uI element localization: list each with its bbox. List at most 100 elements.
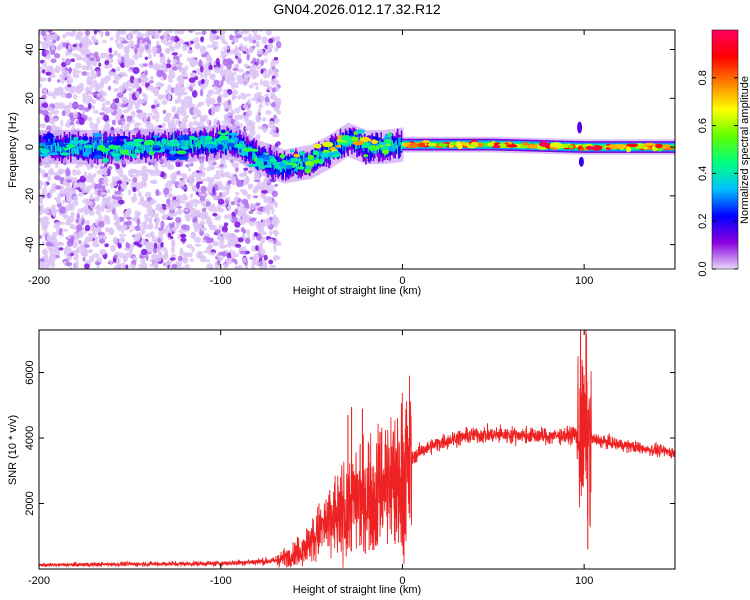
spectrogram-peak [363, 154, 369, 158]
spectrogram-noise [69, 224, 76, 229]
spectrogram-noise [171, 116, 175, 123]
spectrogram-noise [110, 71, 116, 76]
spectrogram-noise [260, 59, 264, 67]
spectrogram-peak [351, 136, 359, 142]
spectrogram-noise [90, 104, 96, 110]
spectrogram-noise [257, 207, 264, 212]
spectrogram-noise [137, 112, 142, 117]
spectrogram-noise [90, 69, 96, 77]
spectrogram-noise [57, 242, 65, 246]
spectrogram-noise [182, 256, 189, 264]
spectrogram-peak [312, 150, 319, 156]
spectrogram-peak [119, 149, 130, 156]
spectrogram-peak [83, 144, 93, 149]
spectrogram-noise [247, 183, 253, 190]
spectrogram-noise [239, 189, 247, 193]
spectrogram-noise [248, 46, 254, 53]
spectrogram-noise [268, 259, 274, 265]
spectrogram-noise [65, 204, 72, 212]
spectrogram-noise [92, 231, 98, 236]
spectrogram-noise [72, 111, 79, 119]
spectrogram-noise [209, 265, 214, 269]
spectrogram-noise [173, 212, 176, 217]
spectrogram-noise [135, 225, 141, 232]
spectrogram-noise [213, 173, 221, 180]
spectrogram-peak [242, 147, 254, 152]
spectrogram-peak [115, 135, 121, 141]
spectrogram-noise [84, 65, 90, 71]
spectrogram-noise [171, 263, 178, 269]
spectrogram-noise [132, 174, 139, 178]
spectrogram-noise [76, 169, 81, 176]
spectrogram-noise [134, 47, 138, 55]
spectrogram-noise [125, 87, 132, 92]
spectrogram-noise [39, 192, 42, 197]
spectrogram-noise [223, 222, 229, 227]
spectrogram-noise [193, 204, 198, 208]
spectrogram-noise [95, 209, 101, 215]
spectrogram-noise [221, 54, 226, 59]
spectrogram-noise [125, 252, 132, 258]
spectrogram-noise [268, 38, 274, 44]
spectrogram-noise [168, 187, 172, 192]
spectrogram-noise [66, 215, 70, 222]
spectrogram-noise [196, 121, 201, 129]
spectrogram-noise [249, 217, 257, 222]
spectrogram-noise [176, 208, 183, 215]
spectrogram-noise [242, 257, 247, 264]
spectrogram-noise [39, 77, 47, 82]
spectrogram-peak [153, 135, 160, 138]
spectrogram-noise [147, 112, 153, 116]
spectrogram-peak [106, 136, 115, 142]
spectrogram-noise [53, 102, 61, 110]
spectrogram-noise [253, 253, 260, 261]
spectrogram-noise [189, 193, 193, 199]
spectrogram-noise [76, 224, 83, 232]
spectrogram-peak [115, 156, 120, 162]
spectrogram-noise [265, 199, 272, 203]
spectrogram-noise [165, 225, 170, 229]
spectrogram-noise [161, 99, 168, 105]
spectrogram-noise [194, 31, 202, 36]
spectrogram-noise [74, 253, 80, 259]
spectrogram-peak [220, 140, 229, 144]
spectrogram-noise [274, 68, 279, 76]
spectrogram-noise [117, 58, 122, 63]
spectrogram-noise [219, 64, 224, 71]
spectrogram-noise [121, 40, 128, 44]
spectrogram-peak [226, 142, 235, 147]
spectrogram-noise [116, 92, 124, 99]
spectrogram-noise [111, 176, 115, 184]
spectrogram-noise [142, 176, 147, 181]
spectrogram-noise [246, 53, 250, 61]
spectrogram-noise [145, 233, 152, 238]
spectrogram-peak [279, 154, 286, 159]
spectrogram-noise [80, 250, 87, 256]
spectrogram-noise [243, 167, 249, 171]
spectrogram-noise [148, 217, 153, 224]
spectrogram-peak [492, 145, 501, 149]
spectrogram-noise [148, 64, 156, 69]
spectrogram-noise [104, 100, 111, 106]
spectrogram-noise [209, 203, 216, 208]
spectrogram-noise [135, 186, 140, 192]
spectrogram-noise [123, 181, 127, 190]
spectrogram-noise [253, 176, 259, 180]
spectrogram-noise [151, 235, 157, 243]
spectrogram-noise [57, 86, 64, 94]
spectrogram-noise [191, 246, 195, 253]
spectrogram-noise [126, 178, 132, 182]
spectrogram-noise [144, 191, 152, 198]
spectrogram-noise [206, 218, 213, 225]
spectrogram-noise [127, 169, 134, 175]
spectrogram-noise [267, 70, 274, 74]
spectrogram-noise [269, 264, 277, 269]
spectrogram-noise [209, 237, 214, 243]
spectrogram-noise [191, 90, 198, 98]
spectrogram-peak [82, 136, 89, 141]
spectrogram-noise [219, 192, 223, 197]
spectrogram-noise [261, 263, 268, 269]
spectrogram-peak [133, 138, 145, 143]
spectrogram-noise [177, 106, 184, 113]
spectrogram-noise [120, 30, 127, 35]
